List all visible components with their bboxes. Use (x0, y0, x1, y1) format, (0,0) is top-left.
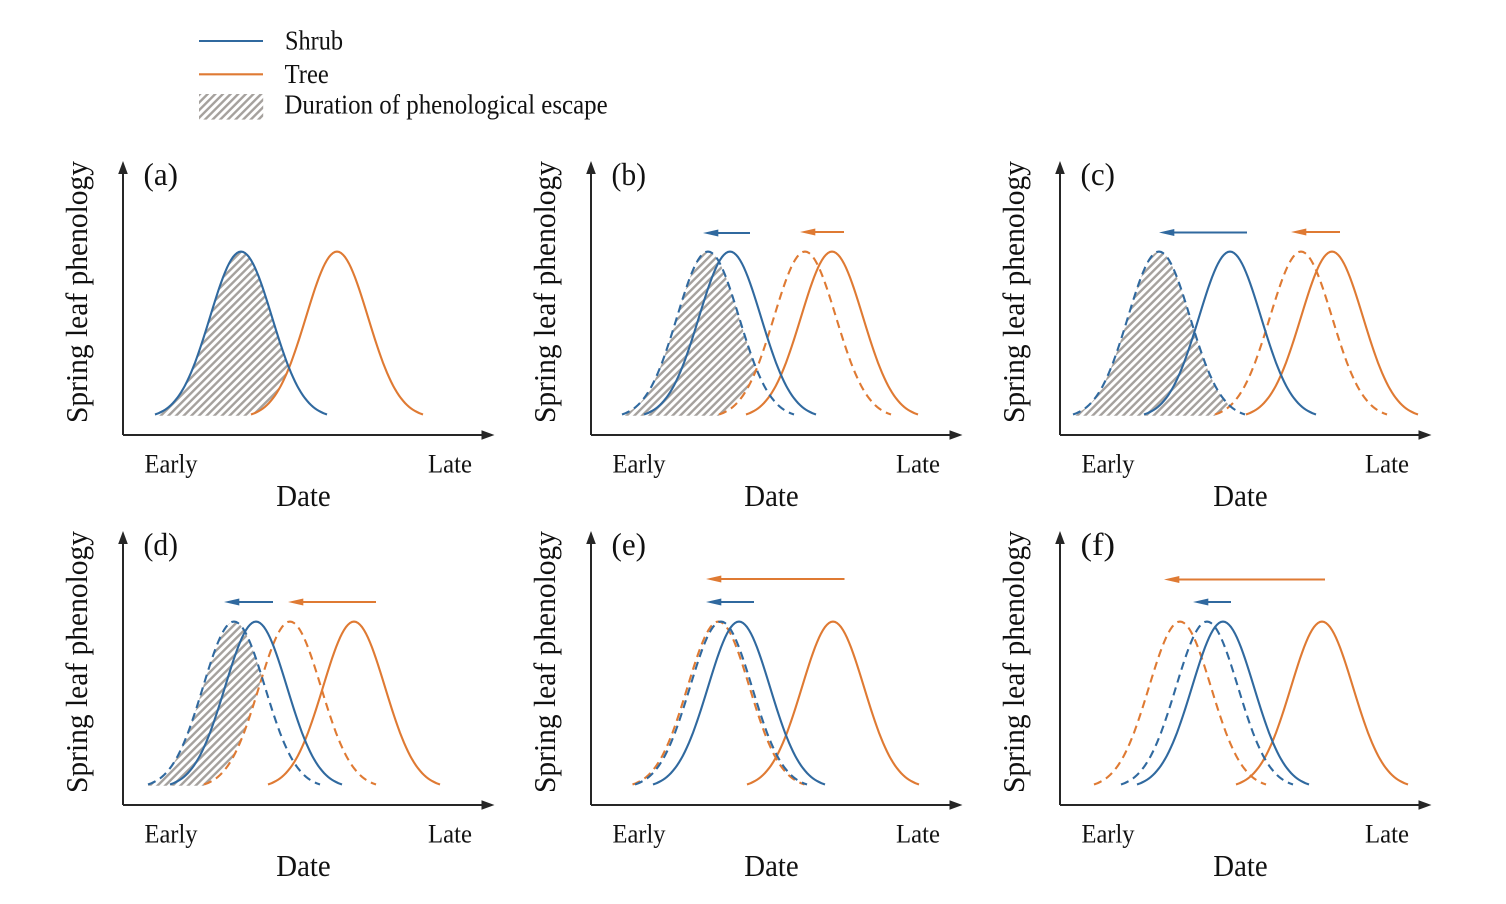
svg-text:(d): (d) (144, 526, 179, 562)
svg-text:Spring leaf phenology: Spring leaf phenology (60, 160, 94, 423)
svg-text:Spring leaf phenology: Spring leaf phenology (528, 530, 562, 793)
svg-text:Late: Late (1365, 819, 1409, 849)
svg-text:Spring leaf phenology: Spring leaf phenology (60, 530, 94, 793)
svg-text:(c): (c) (1081, 156, 1116, 192)
svg-text:Date: Date (1213, 848, 1267, 883)
svg-text:Date: Date (744, 848, 798, 883)
svg-text:Date: Date (276, 848, 330, 883)
svg-text:Shrub: Shrub (285, 25, 343, 56)
svg-text:(f): (f) (1081, 526, 1116, 562)
svg-text:Date: Date (744, 478, 798, 513)
svg-text:Late: Late (428, 449, 472, 479)
svg-text:Late: Late (428, 819, 472, 849)
svg-text:Date: Date (1213, 478, 1267, 513)
svg-text:(e): (e) (612, 526, 647, 562)
svg-text:Early: Early (145, 449, 199, 479)
svg-text:Date: Date (276, 478, 330, 513)
svg-text:Duration of phenological escap: Duration of phenological escape (284, 88, 607, 119)
svg-text:Spring leaf phenology: Spring leaf phenology (997, 160, 1031, 423)
svg-text:Early: Early (145, 819, 199, 849)
svg-text:Tree: Tree (285, 58, 329, 89)
svg-text:Late: Late (1365, 449, 1409, 479)
svg-text:(a): (a) (144, 156, 179, 192)
svg-text:Early: Early (1082, 819, 1136, 849)
svg-text:Spring leaf phenology: Spring leaf phenology (528, 160, 562, 423)
svg-text:Spring leaf phenology: Spring leaf phenology (997, 530, 1031, 793)
svg-text:Late: Late (896, 449, 940, 479)
svg-text:(b): (b) (612, 156, 647, 192)
svg-text:Early: Early (613, 819, 667, 849)
svg-text:Late: Late (896, 819, 940, 849)
svg-text:Early: Early (1082, 449, 1136, 479)
svg-text:Early: Early (613, 449, 667, 479)
